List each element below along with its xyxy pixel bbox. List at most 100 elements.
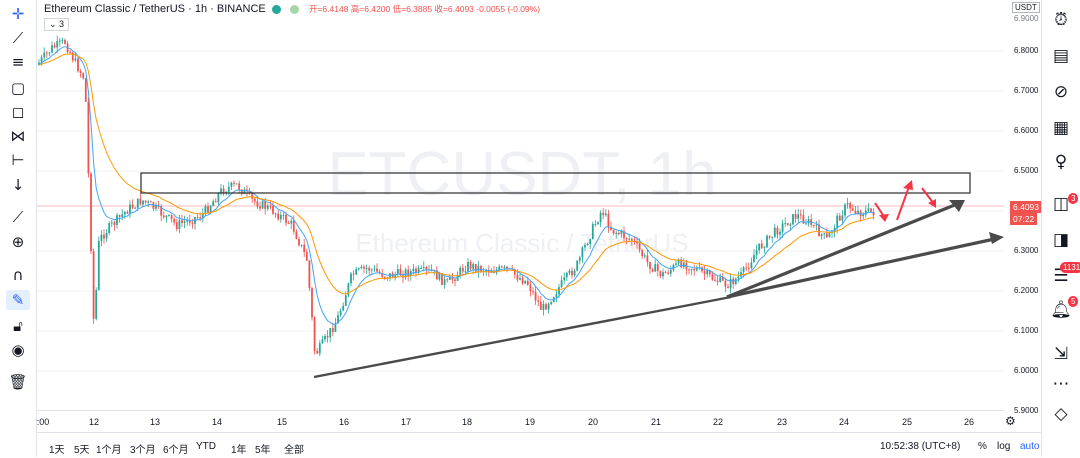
rect-icon[interactable]: ▢: [10, 79, 26, 97]
auto-toggle[interactable]: auto: [1020, 441, 1040, 452]
candle-body: [290, 220, 293, 224]
alerts-icon[interactable]: ⊘: [1053, 82, 1069, 102]
symbol-title[interactable]: Ethereum Classic / TetherUS: [44, 3, 186, 15]
magnet-icon[interactable]: ∩: [12, 266, 24, 284]
period-button[interactable]: 1年: [231, 445, 247, 456]
candle-body: [334, 323, 337, 332]
period-button[interactable]: 1个月: [96, 445, 122, 456]
messages-icon[interactable]: ◨: [1052, 230, 1070, 250]
candle-body: [326, 335, 329, 338]
candle-body: [287, 222, 290, 224]
fib-icon[interactable]: ≡: [11, 53, 25, 71]
lock-draw-icon[interactable]: ✎: [6, 290, 30, 310]
time-tick: 26: [963, 417, 975, 427]
candle-body: [217, 193, 220, 203]
candle-body: [230, 182, 233, 187]
candle-body: [196, 217, 199, 219]
period-button[interactable]: 1天: [49, 445, 65, 456]
candle-body: [607, 213, 610, 228]
candle-body: [838, 215, 841, 221]
measure-icon[interactable]: ⊢: [11, 151, 25, 169]
candle-body: [118, 215, 121, 217]
period-button[interactable]: 3个月: [130, 445, 156, 456]
candle-body: [620, 231, 623, 235]
candle-body: [628, 238, 631, 240]
candle-body: [318, 343, 321, 354]
note-icon[interactable]: ◻: [11, 103, 25, 121]
crosshair-icon[interactable]: ✛: [11, 5, 25, 23]
clock-time[interactable]: 10:52:38 (UTC+8): [880, 441, 961, 452]
trend-arrow-2-head: [989, 232, 1004, 244]
price-axis[interactable]: USDT 6.9000 6.8000 6.7000 6.6000 6.5000 6.40…: [1004, 0, 1042, 415]
candle-body: [170, 214, 173, 219]
layers-icon[interactable]: ◇: [1054, 404, 1068, 424]
percent-toggle[interactable]: %: [978, 441, 987, 452]
notification-bell-icon[interactable]: 🔔︎: [1050, 300, 1072, 320]
zoom-in-icon[interactable]: ⊕: [11, 233, 25, 251]
candle-body: [802, 215, 805, 224]
status-dot-icon: [289, 4, 299, 14]
indicator-toggle[interactable]: ⌄ 3: [44, 18, 70, 31]
candle-body: [415, 268, 417, 273]
candle-body: [412, 268, 415, 272]
candle-body: [363, 266, 365, 269]
trash-icon[interactable]: 🗑︎: [8, 373, 28, 391]
candle-body: [539, 301, 542, 310]
trend-arrow-2[interactable]: [726, 236, 1000, 299]
period-button[interactable]: YTD: [196, 441, 216, 452]
calendar-icon[interactable]: ▦: [1052, 118, 1070, 138]
candle-body: [755, 250, 758, 256]
candle-body: [324, 335, 326, 340]
candle-body: [253, 198, 256, 202]
candle-body: [662, 272, 664, 277]
eye-icon[interactable]: ◉: [11, 341, 25, 359]
log-toggle[interactable]: log: [997, 441, 1011, 452]
candle-body: [97, 240, 100, 290]
candle-body: [701, 267, 703, 272]
candle-body: [43, 52, 46, 58]
watchlist-icon[interactable]: ▤: [1052, 46, 1070, 66]
time-axis[interactable]: :00 12 13 14 15 16 17 18 19 20 21 22 23 24 25 26: [37, 410, 1004, 433]
alarm-clock-icon[interactable]: ⏰︎: [1054, 10, 1068, 30]
period-button[interactable]: 6个月: [163, 445, 189, 456]
trend-arrow-1[interactable]: [726, 200, 963, 299]
candle-body: [134, 207, 137, 209]
period-button[interactable]: 5年: [255, 445, 271, 456]
price-tick: 6.9000: [1014, 14, 1039, 23]
pattern-icon[interactable]: ⋈: [10, 127, 26, 145]
candle-body: [846, 203, 849, 205]
period-button[interactable]: 5天: [74, 445, 90, 456]
lock-icon[interactable]: 🔓︎: [13, 317, 23, 335]
candle-body: [331, 328, 334, 332]
candle-body: [272, 205, 274, 214]
candle-body: [776, 227, 779, 235]
price-tick: 5.9000: [1014, 406, 1039, 415]
price-tick: 6.0000: [1014, 366, 1039, 375]
trendline-icon[interactable]: ⟋: [12, 29, 24, 47]
resistance-zone-rect[interactable]: [140, 172, 971, 194]
candle-body: [693, 268, 696, 271]
ema-fast-line: [38, 46, 874, 325]
data-window-icon[interactable]: ⋯: [1052, 374, 1070, 394]
idea-bulb-icon[interactable]: ♀: [1054, 152, 1068, 172]
interval-label[interactable]: 1h: [194, 3, 208, 15]
candle-body: [123, 211, 126, 215]
candle-body: [745, 267, 748, 269]
order-panel-icon[interactable]: ⇲: [1053, 344, 1069, 364]
arrow-down-icon[interactable]: ↓: [11, 176, 25, 194]
candle-body: [844, 204, 846, 216]
support-trendline[interactable]: [313, 295, 732, 379]
candle-body: [854, 210, 857, 214]
settings-gear-icon[interactable]: ⚙: [1005, 414, 1016, 428]
price-chart[interactable]: ETCUSDT, 1h Ethereum Classic / TetherUS: [37, 0, 1004, 410]
projection-arrow-b[interactable]: [896, 183, 911, 221]
candle-body: [168, 214, 170, 216]
candle-body: [454, 279, 456, 281]
candle-body: [789, 224, 792, 226]
chat-icon[interactable]: ◫: [1052, 194, 1070, 214]
period-button[interactable]: 全部: [284, 445, 304, 456]
currency-label[interactable]: USDT: [1012, 2, 1040, 13]
candle-body: [344, 295, 347, 306]
candle-body: [155, 205, 157, 209]
ruler-icon[interactable]: ⟋: [12, 208, 24, 226]
